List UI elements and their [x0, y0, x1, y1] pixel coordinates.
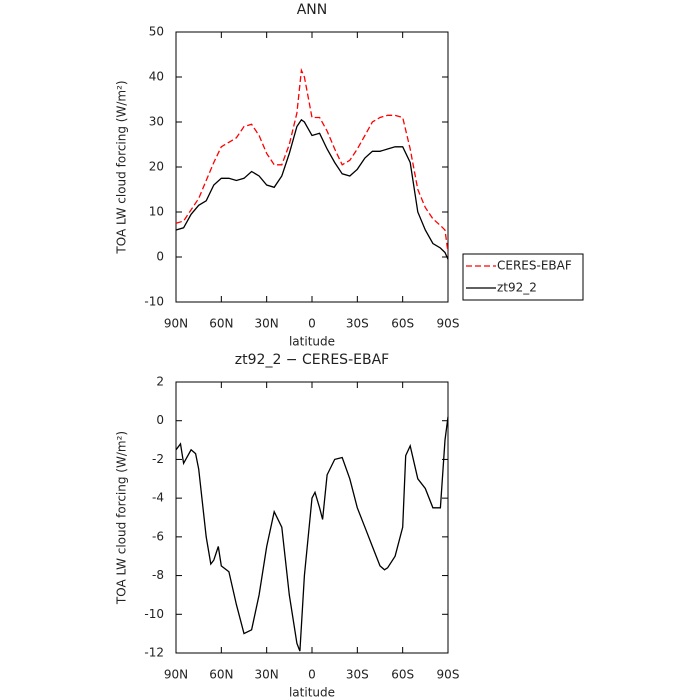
- y-tick-label: -2: [152, 452, 164, 466]
- x-tick-label: 60S: [391, 317, 414, 331]
- x-tick-label: 90N: [164, 668, 188, 682]
- y-tick-label: 50: [149, 25, 164, 39]
- y-tick-label: -12: [144, 646, 164, 660]
- legend-box: [462, 253, 584, 301]
- y-tick-label: -10: [144, 607, 164, 621]
- chart-title: zt92_2 − CERES-EBAF: [235, 352, 389, 368]
- y-axis-label: TOA LW cloud forcing (W/m²): [115, 431, 129, 605]
- x-axis-label: latitude: [289, 686, 335, 700]
- y-tick-label: -4: [152, 491, 164, 505]
- y-tick-label: 30: [149, 115, 164, 129]
- x-tick-label: 30N: [255, 668, 279, 682]
- x-tick-label: 60S: [391, 668, 414, 682]
- y-axis-label: TOA LW cloud forcing (W/m²): [115, 80, 129, 254]
- y-tick-label: 40: [149, 70, 164, 84]
- x-tick-label: 90S: [437, 317, 460, 331]
- y-tick-label: 0: [156, 250, 164, 264]
- data-line: [175, 416, 449, 652]
- y-tick-label: 20: [149, 160, 164, 174]
- data-line: [175, 67, 449, 253]
- x-tick-label: 0: [308, 668, 316, 682]
- legend-label: CERES-EBAF: [497, 259, 572, 273]
- x-tick-label: 60N: [209, 317, 233, 331]
- y-tick-label: -8: [152, 568, 164, 582]
- data-line: [175, 118, 449, 260]
- plot-frame: [175, 381, 449, 654]
- plot-frame: [175, 31, 449, 303]
- x-tick-label: 30N: [255, 317, 279, 331]
- x-tick-label: 90N: [164, 317, 188, 331]
- y-tick-label: 2: [156, 375, 164, 389]
- legend-label: zt92_2: [497, 281, 537, 295]
- x-tick-label: 0: [308, 317, 316, 331]
- x-tick-label: 30S: [346, 668, 369, 682]
- y-tick-label: 10: [149, 205, 164, 219]
- x-tick-label: 30S: [346, 317, 369, 331]
- x-tick-label: 90S: [437, 668, 460, 682]
- y-tick-label: 0: [156, 413, 164, 427]
- x-tick-label: 60N: [209, 668, 233, 682]
- y-tick-label: -10: [144, 295, 164, 309]
- y-tick-label: -6: [152, 529, 164, 543]
- x-axis-label: latitude: [289, 335, 335, 349]
- chart-title: ANN: [297, 2, 328, 18]
